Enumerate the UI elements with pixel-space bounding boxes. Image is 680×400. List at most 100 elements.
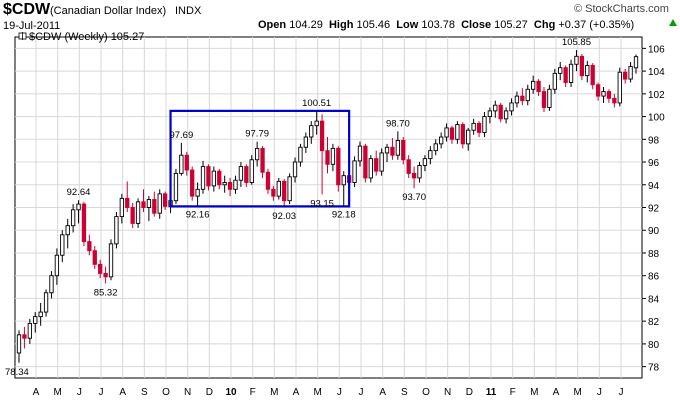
y-axis: 78 80 82 84 86 88 90 92 94 96 98 100 102 104 106 xyxy=(642,44,665,374)
candle-body xyxy=(379,152,384,172)
candle-body xyxy=(341,175,346,186)
stockcharts-logo: © StockCharts.com xyxy=(574,3,669,15)
candle-body xyxy=(325,150,330,165)
x-tick-label: M xyxy=(530,387,538,398)
symbol: $CDW xyxy=(3,1,51,18)
candle-body xyxy=(330,147,336,165)
candle-body xyxy=(558,67,563,74)
candle-body xyxy=(87,241,92,252)
candle-body xyxy=(146,199,152,208)
candle-body xyxy=(606,91,612,99)
candle-body xyxy=(200,166,206,190)
price-annotation: 98.70 xyxy=(386,118,410,129)
x-tick-label: J xyxy=(619,387,624,398)
y-tick-label: 96 xyxy=(648,158,660,169)
candle-body xyxy=(612,97,617,104)
x-tick-label: F xyxy=(510,387,516,398)
change-value: +0.37 (+0.35%) xyxy=(558,19,635,31)
candle-body xyxy=(135,201,141,224)
candle-body xyxy=(623,71,628,80)
x-tick-label: A xyxy=(33,387,40,398)
y-tick-label: 78 xyxy=(648,363,660,374)
candle-body xyxy=(536,80,541,93)
candle-body xyxy=(493,104,498,112)
candle-body xyxy=(460,124,465,145)
candle-body xyxy=(384,146,390,154)
candle-body xyxy=(16,334,22,354)
candle-body xyxy=(27,322,32,339)
candle-body xyxy=(390,146,395,156)
candle-body xyxy=(38,311,43,318)
price-annotation: 92.16 xyxy=(186,210,210,221)
candle-body xyxy=(33,316,38,324)
change-label: Chg xyxy=(533,19,556,31)
candle-body xyxy=(352,160,357,183)
candle-body xyxy=(525,88,530,102)
candle-body xyxy=(238,166,244,181)
x-axis: A M J J A S O N D 10 F M A M J J A S O N D 11 F M A M J J xyxy=(33,387,624,398)
x-tick-label: A xyxy=(553,387,560,398)
candle-body xyxy=(292,161,298,178)
x-tick-label: 10 xyxy=(225,387,237,398)
candle-body xyxy=(162,193,168,207)
candle-body xyxy=(282,180,287,202)
candle-body xyxy=(595,84,601,97)
index-name: (Canadian Dollar Index) xyxy=(50,5,167,17)
close-value: 105.27 xyxy=(494,19,528,31)
candle-body xyxy=(195,188,200,197)
y-tick-label: 100 xyxy=(648,113,665,124)
candle-body xyxy=(249,159,254,183)
candle-body xyxy=(411,172,417,179)
candle-body xyxy=(363,145,368,179)
candle-body xyxy=(336,147,341,186)
x-tick-label: J xyxy=(337,387,342,398)
y-tick-label: 88 xyxy=(648,249,660,260)
candle-body xyxy=(130,207,135,224)
x-tick-label: A xyxy=(119,387,126,398)
candle-body xyxy=(579,55,585,77)
y-tick-label: 106 xyxy=(648,44,665,55)
x-tick-label: D xyxy=(466,387,473,398)
candle-body xyxy=(211,170,216,187)
gridlines xyxy=(15,37,642,378)
candle-body xyxy=(119,197,124,218)
candle-body xyxy=(222,182,227,186)
y-tick-label: 102 xyxy=(648,90,665,101)
x-tick-label: J xyxy=(359,387,364,398)
candle-body xyxy=(487,110,493,118)
candle-body xyxy=(482,116,487,133)
x-tick-label: S xyxy=(401,387,408,398)
x-tick-label: S xyxy=(141,387,148,398)
candle-body xyxy=(65,225,70,236)
legend-label: $CDW (Weekly) 105.27 xyxy=(29,31,144,43)
candle-body xyxy=(265,171,271,190)
candle-body xyxy=(541,91,547,108)
candle-body xyxy=(287,176,292,202)
candle-body xyxy=(590,64,595,86)
range-box-rect xyxy=(169,109,351,208)
candle-body xyxy=(401,139,406,161)
candle-body xyxy=(70,209,76,227)
candle-body xyxy=(54,254,60,277)
candle-body xyxy=(244,166,249,183)
candle-body xyxy=(439,136,444,145)
candle-body xyxy=(466,129,471,145)
price-annotation: 85.32 xyxy=(94,287,118,298)
candle-body xyxy=(617,71,622,104)
x-tick-label: M xyxy=(573,387,581,398)
candle-body xyxy=(574,55,579,65)
candle-body xyxy=(298,146,303,163)
candle-body xyxy=(563,67,568,83)
candle-body xyxy=(417,164,422,179)
x-tick-label: D xyxy=(206,387,213,398)
candle-body xyxy=(81,203,87,243)
candle-body xyxy=(428,150,433,160)
candle-body xyxy=(152,199,157,214)
candle-body xyxy=(314,120,319,127)
legend: $CDW (Weekly) 105.27 xyxy=(18,31,144,43)
candle-body xyxy=(60,234,65,256)
candle-body xyxy=(303,136,309,148)
candle-body xyxy=(206,166,211,187)
candle-body xyxy=(368,158,373,179)
